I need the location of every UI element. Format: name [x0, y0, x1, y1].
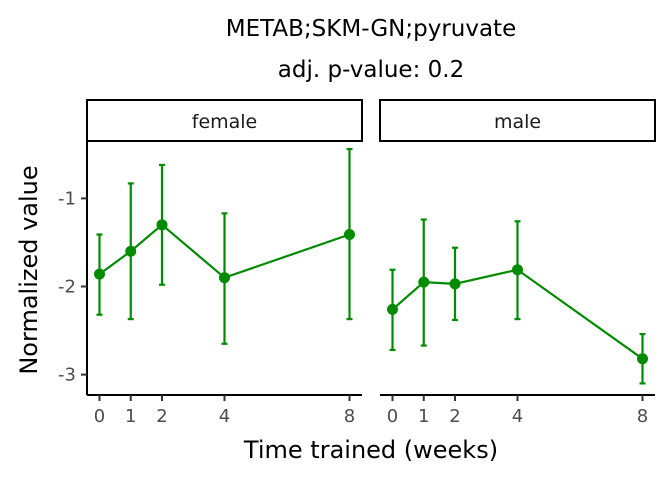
strip-female-label: female	[192, 111, 258, 133]
y-tick-label: -3	[58, 365, 76, 386]
data-point	[418, 276, 430, 288]
y-axis-title: Normalized value	[15, 165, 43, 374]
data-point	[125, 245, 137, 257]
x-tick-label: 2	[449, 406, 460, 427]
data-point	[387, 303, 398, 315]
y-tick-label: -2	[58, 277, 76, 298]
strip-female-box	[86, 99, 363, 142]
x-tick-label: 0	[387, 406, 398, 427]
x-axis-title: Time trained (weeks)	[243, 436, 498, 464]
x-tick-label: 1	[125, 406, 136, 427]
strip-male-label: male	[494, 111, 541, 133]
data-point	[156, 219, 168, 231]
x-tick-label: 8	[344, 406, 355, 427]
data-point	[94, 268, 105, 280]
y-tick-label: -1	[58, 188, 76, 209]
x-tick-label: 4	[219, 406, 230, 427]
data-point	[512, 264, 523, 276]
x-tick-label: 1	[418, 406, 429, 427]
x-tick-label: 8	[637, 406, 648, 427]
x-tick-label: 2	[156, 406, 167, 427]
strip-male-box	[379, 99, 656, 142]
data-point	[344, 229, 355, 241]
data-point	[637, 353, 648, 365]
chart-subtitle: adj. p-value: 0.2	[278, 57, 464, 83]
chart-title: METAB;SKM-GN;pyruvate	[226, 16, 516, 42]
data-point	[449, 278, 461, 290]
y-axis: -1 -2 -3	[58, 142, 88, 395]
x-tick-label: 0	[94, 406, 105, 427]
x-tick-label: 4	[512, 406, 523, 427]
data-point	[219, 272, 230, 284]
